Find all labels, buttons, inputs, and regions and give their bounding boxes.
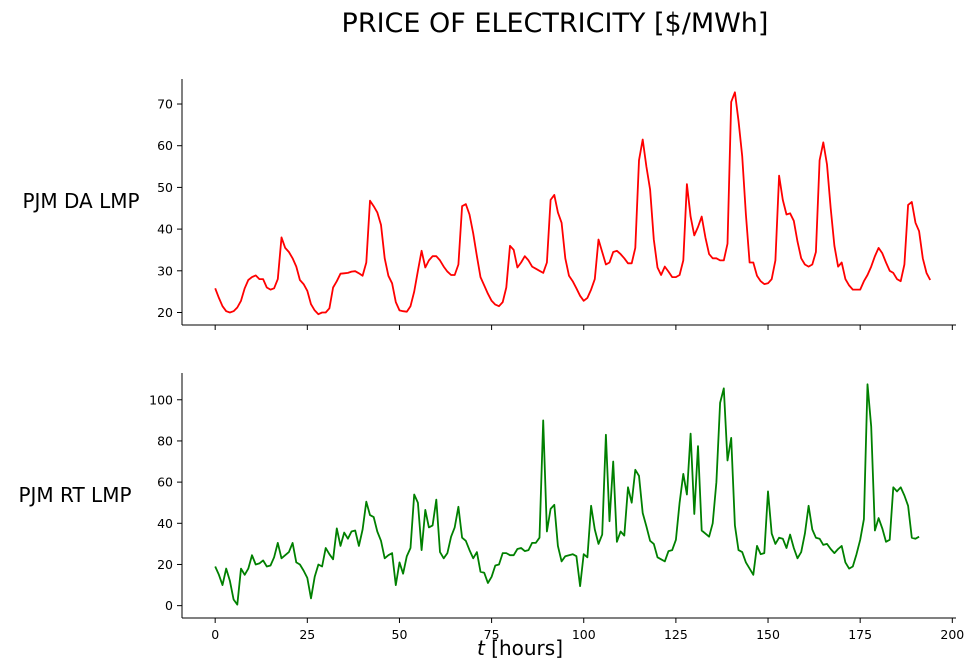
series-line-0 — [214, 91, 931, 316]
x-tick-label-150: 150 — [756, 627, 780, 642]
x-tick-label-200: 200 — [940, 627, 964, 642]
x-axis-label: t [hours] — [477, 636, 563, 660]
y-tick-label-80: 80 — [157, 433, 173, 448]
x-tick-label-0: 0 — [211, 627, 219, 642]
top-panel-da-lmp: 20 30 40 50 60 70 — [157, 79, 956, 330]
x-tick-label-125: 125 — [664, 627, 688, 642]
y-tick-label-40: 40 — [157, 222, 173, 237]
y-tick-label-0: 0 — [165, 598, 173, 613]
x-axis-label-unit: [hours] — [485, 636, 563, 660]
y-tick-label-30: 30 — [157, 263, 173, 278]
x-tick-label-175: 175 — [848, 627, 872, 642]
x-axis-label-variable: t — [477, 636, 486, 660]
x-tick-label-50: 50 — [392, 627, 408, 642]
y-tick-label-20: 20 — [157, 305, 173, 320]
x-tick-label-25: 25 — [299, 627, 315, 642]
x-tick-label-100: 100 — [572, 627, 596, 642]
y-tick-label-40: 40 — [157, 516, 173, 531]
chart-title: PRICE OF ELECTRICITY [$/MWh] — [342, 8, 769, 39]
y-tick-label-20: 20 — [157, 557, 173, 572]
x-tick-label-75: 75 — [484, 627, 500, 642]
y-tick-label-50: 50 — [157, 180, 173, 195]
bottom-ylabel: PJM RT LMP — [18, 483, 131, 507]
y-tick-label-70: 70 — [157, 97, 173, 112]
series-line-0 — [214, 383, 920, 606]
top-ylabel: PJM DA LMP — [22, 189, 139, 213]
y-tick-label-60: 60 — [157, 138, 173, 153]
y-tick-label-100: 100 — [149, 392, 173, 407]
y-tick-label-60: 60 — [157, 475, 173, 490]
bottom-panel-rt-lmp: 0 20 40 60 80 100 0 25 50 75 100 125 150 175 200 — [149, 373, 964, 642]
